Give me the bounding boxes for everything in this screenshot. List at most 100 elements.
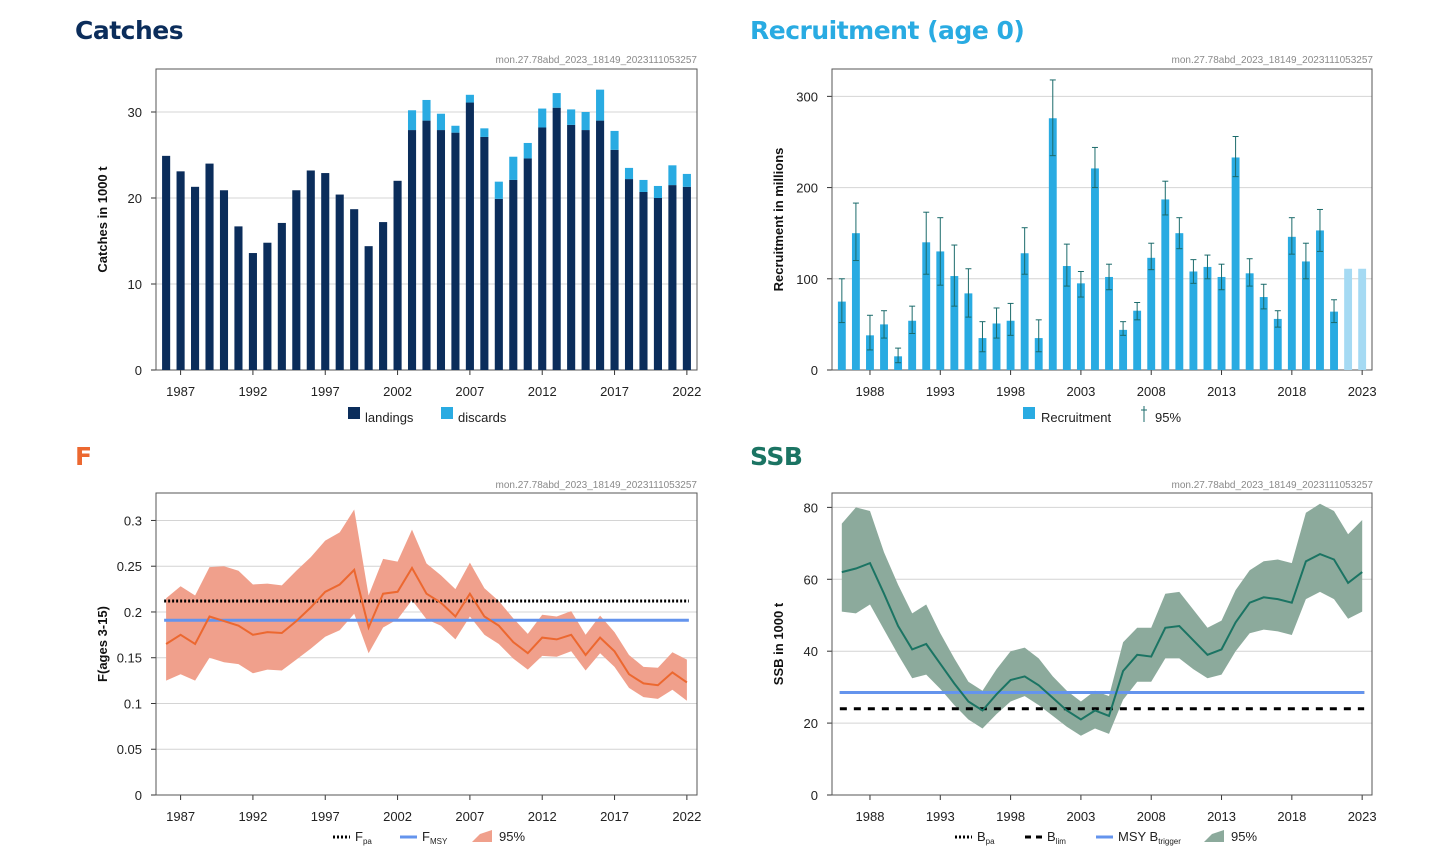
recruitment-ytick-label: 300 (796, 89, 818, 104)
recruitment-bar (1062, 266, 1071, 370)
recruitment-bar (1076, 283, 1085, 370)
f-xtick-label: 1987 (166, 809, 195, 824)
ssb-xtick-label: 2023 (1348, 809, 1377, 824)
recruitment-bar (837, 301, 846, 370)
f-plot-frame (155, 492, 698, 796)
catches-xtick-label: 1997 (311, 384, 340, 399)
recruitment-bar (1259, 297, 1268, 370)
catches-bar-landings (567, 124, 576, 371)
recruitment-xtick-label: 1998 (996, 384, 1025, 399)
recruitment-xtick-label: 2003 (1066, 384, 1095, 399)
ssb-ytick-label: 0 (811, 788, 818, 803)
ssb-xtick-label: 1988 (856, 809, 885, 824)
recruitment-bar (1203, 266, 1212, 370)
catches-legend-discards: discards (458, 410, 507, 425)
recruitment-ylabel: Recruitment in millions (771, 148, 786, 292)
ssb-line (841, 553, 1363, 721)
f-line (165, 566, 688, 687)
ssb-legend-band-icon (1204, 830, 1224, 842)
recruitment-title: Recruitment (age 0) (750, 16, 1025, 45)
catches-ytick-label: 20 (128, 191, 142, 206)
catches-bar-landings (596, 120, 605, 370)
recruitment-xtick-label: 2013 (1207, 384, 1236, 399)
catches-bar-landings (552, 107, 561, 370)
f-xtick-label: 1997 (311, 809, 340, 824)
catches-bar-landings (639, 191, 648, 370)
recruitment-bar (1231, 157, 1240, 370)
recruitment-bar (1048, 118, 1057, 370)
catches-bar-landings (538, 127, 547, 370)
recruitment-bar (1344, 268, 1353, 370)
recruitment-bar (936, 251, 945, 370)
recruitment-bar (1119, 329, 1128, 370)
ssb-ylabel: SSB in 1000 t (771, 602, 786, 685)
recruitment-bar (1175, 233, 1184, 370)
catches-bar-landings (523, 158, 532, 370)
f-ylabel: F(ages 3-15) (95, 606, 110, 682)
catches-xtick-label: 1992 (238, 384, 267, 399)
catches-bar-landings (494, 198, 503, 370)
catches-bar-discards (523, 142, 532, 159)
catches-bar-discards (668, 165, 677, 186)
recruitment-bar (1316, 230, 1324, 370)
recruitment-bar (880, 324, 888, 370)
recruitment-xtick-label: 2023 (1348, 384, 1377, 399)
catches-bar-landings (407, 130, 417, 370)
catches-bar-discards (682, 173, 691, 187)
f-chart: 0 0.05 0.1 0.15 0.2 0.25 0.3 1987 1992 1997 2002 20… (95, 492, 701, 846)
ssb-ytick-label: 60 (804, 572, 818, 587)
catches-bar-landings (234, 226, 243, 370)
ssb-xtick-label: 1998 (996, 809, 1025, 824)
recruitment-bar (1189, 271, 1198, 370)
catches-bar-landings (292, 190, 301, 370)
recruitment-legend-swatch (1023, 407, 1035, 419)
f-xtick-label: 2017 (600, 809, 629, 824)
catches-legend-landings: landings (365, 410, 414, 425)
f-xtick-label: 2002 (383, 809, 412, 824)
catches-bar-landings (335, 194, 344, 370)
f-source-label: mon.27.78abd_2023_18149_2023111053257 (495, 480, 698, 491)
f-ytick-label: 0.3 (124, 513, 142, 528)
catches-bar-landings (277, 222, 286, 370)
ssb-xtick-label: 2003 (1066, 809, 1095, 824)
catches-bar-discards (480, 128, 489, 137)
recruitment-ytick-label: 200 (796, 181, 818, 196)
catches-bar-landings (350, 209, 359, 370)
recruitment-bar (1273, 318, 1282, 370)
catches-xtick-label: 2022 (672, 384, 701, 399)
catches-xtick-label: 2012 (528, 384, 557, 399)
ssb-source-label: mon.27.78abd_2023_18149_2023111053257 (1171, 480, 1374, 491)
f-legend-ref-pa: Fpa (355, 829, 372, 846)
ssb-xtick-label: 2008 (1137, 809, 1166, 824)
catches-ytick-label: 0 (135, 363, 142, 378)
f-confidence-band (166, 509, 687, 701)
recruitment-source-label: mon.27.78abd_2023_18149_2023111053257 (1171, 55, 1374, 66)
catches-ytick-label: 10 (128, 277, 142, 292)
catches-bar-landings (219, 190, 229, 370)
recruitment-xtick-label: 2018 (1277, 384, 1306, 399)
catches-bar-landings (205, 163, 214, 370)
recruitment-ytick-label: 100 (796, 272, 818, 287)
recruitment-bar (964, 293, 973, 370)
catches-bar-landings (263, 242, 272, 370)
ssb-legend-band-label: 95% (1231, 829, 1257, 844)
f-ytick-label: 0.05 (117, 742, 142, 757)
catches-ytick-label: 30 (128, 105, 142, 120)
recruitment-bar (1105, 276, 1113, 370)
f-ytick-label: 0 (135, 788, 142, 803)
catches-bar-landings (451, 132, 460, 370)
ssb-legend-ref-lim: Blim (1047, 829, 1066, 846)
f-xtick-label: 2012 (528, 809, 557, 824)
recruitment-bar (866, 335, 874, 370)
catches-title: Catches (75, 16, 184, 45)
catches-bar-discards (407, 110, 417, 131)
catches-bar-discards (624, 167, 634, 180)
catches-legend-swatch-landings (348, 407, 360, 419)
recruitment-bar (908, 320, 917, 370)
catches-bar-discards (639, 179, 648, 192)
catches-bar-landings (379, 222, 388, 370)
catches-bar-landings (682, 186, 691, 370)
recruitment-bar (1245, 273, 1254, 370)
recruitment-bar (1301, 261, 1310, 370)
